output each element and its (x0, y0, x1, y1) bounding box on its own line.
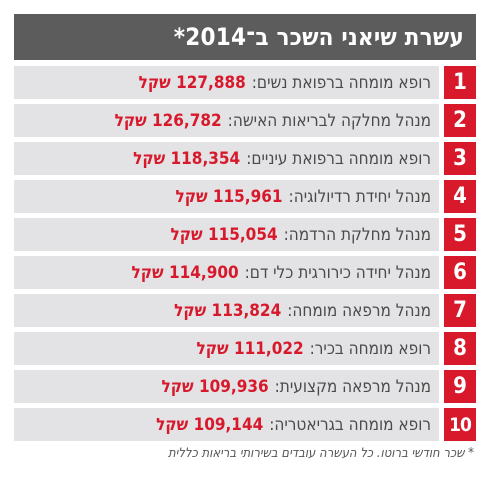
ranking-list: 1 רופא מומחה ברפואת נשים: 127,888 שקל 2 … (14, 66, 476, 441)
job-title: מנהל מרפאה מקצועית: (274, 376, 431, 397)
job-title: מנהל מחלקה לבריאות האישה: (227, 110, 431, 131)
rank-badge: 1 (444, 66, 476, 99)
row-content: מנהל מחלקה לבריאות האישה: 126,782 שקל (14, 104, 439, 137)
rank-badge: 10 (444, 408, 476, 441)
list-item: 7 מנהל מרפאה מומחה: 113,824 שקל (14, 294, 476, 327)
job-title: רופא מומחה ברפואת נשים: (251, 72, 431, 93)
list-item: 8 רופא מומחה בכיר: 111,022 שקל (14, 332, 476, 365)
list-item: 9 מנהל מרפאה מקצועית: 109,936 שקל (14, 370, 476, 403)
salary-value: 109,144 שקל (156, 414, 264, 435)
salary-value: 126,782 שקל (114, 110, 222, 131)
list-item: 2 מנהל מחלקה לבריאות האישה: 126,782 שקל (14, 104, 476, 137)
job-title: מנהל יחידת רדיולוגיה: (288, 186, 431, 207)
list-item: 4 מנהל יחידת רדיולוגיה: 115,961 שקל (14, 180, 476, 213)
rank-badge: 7 (444, 294, 476, 327)
job-title: מנהל מחלקת הרדמה: (283, 224, 431, 245)
rank-badge: 4 (444, 180, 476, 213)
salary-value: 113,824 שקל (174, 300, 282, 321)
salary-value: 127,888 שקל (138, 72, 246, 93)
list-item: 1 רופא מומחה ברפואת נשים: 127,888 שקל (14, 66, 476, 99)
footnote: * שכר חודשי ברוטו. כל העשרה עובדים בשירו… (167, 446, 474, 461)
row-content: מנהל מרפאה מקצועית: 109,936 שקל (14, 370, 439, 403)
job-title: רופא מומחה ברפואת עיניים: (246, 148, 431, 169)
salary-value: 114,900 שקל (131, 262, 239, 283)
job-title: מנהל יחידה כירורגית כלי דם: (244, 262, 431, 283)
salary-value: 118,354 שקל (133, 148, 241, 169)
rank-badge: 6 (444, 256, 476, 289)
row-content: רופא מומחה ברפואת נשים: 127,888 שקל (14, 66, 439, 99)
rank-badge: 2 (444, 104, 476, 137)
row-content: מנהל יחידה כירורגית כלי דם: 114,900 שקל (14, 256, 439, 289)
page-title: עשרת שיאני השכר ב־2014* (14, 14, 476, 60)
row-content: מנהל יחידת רדיולוגיה: 115,961 שקל (14, 180, 439, 213)
row-content: רופא מומחה בגריאטריה: 109,144 שקל (14, 408, 439, 441)
list-item: 6 מנהל יחידה כירורגית כלי דם: 114,900 שק… (14, 256, 476, 289)
list-item: 3 רופא מומחה ברפואת עיניים: 118,354 שקל (14, 142, 476, 175)
rank-badge: 8 (444, 332, 476, 365)
job-title: רופא מומחה בגריאטריה: (269, 414, 431, 435)
list-item: 5 מנהל מחלקת הרדמה: 115,054 שקל (14, 218, 476, 251)
ranking-panel: עשרת שיאני השכר ב־2014* 1 רופא מומחה ברפ… (14, 14, 476, 461)
job-title: רופא מומחה בכיר: (309, 338, 431, 359)
row-content: רופא מומחה ברפואת עיניים: 118,354 שקל (14, 142, 439, 175)
row-content: מנהל מחלקת הרדמה: 115,054 שקל (14, 218, 439, 251)
row-content: רופא מומחה בכיר: 111,022 שקל (14, 332, 439, 365)
list-item: 10 רופא מומחה בגריאטריה: 109,144 שקל (14, 408, 476, 441)
salary-value: 109,936 שקל (161, 376, 269, 397)
job-title: מנהל מרפאה מומחה: (287, 300, 431, 321)
salary-value: 111,022 שקל (196, 338, 304, 359)
rank-badge: 5 (444, 218, 476, 251)
rank-badge: 3 (444, 142, 476, 175)
salary-value: 115,054 שקל (170, 224, 278, 245)
rank-badge: 9 (444, 370, 476, 403)
salary-value: 115,961 שקל (175, 186, 283, 207)
row-content: מנהל מרפאה מומחה: 113,824 שקל (14, 294, 439, 327)
